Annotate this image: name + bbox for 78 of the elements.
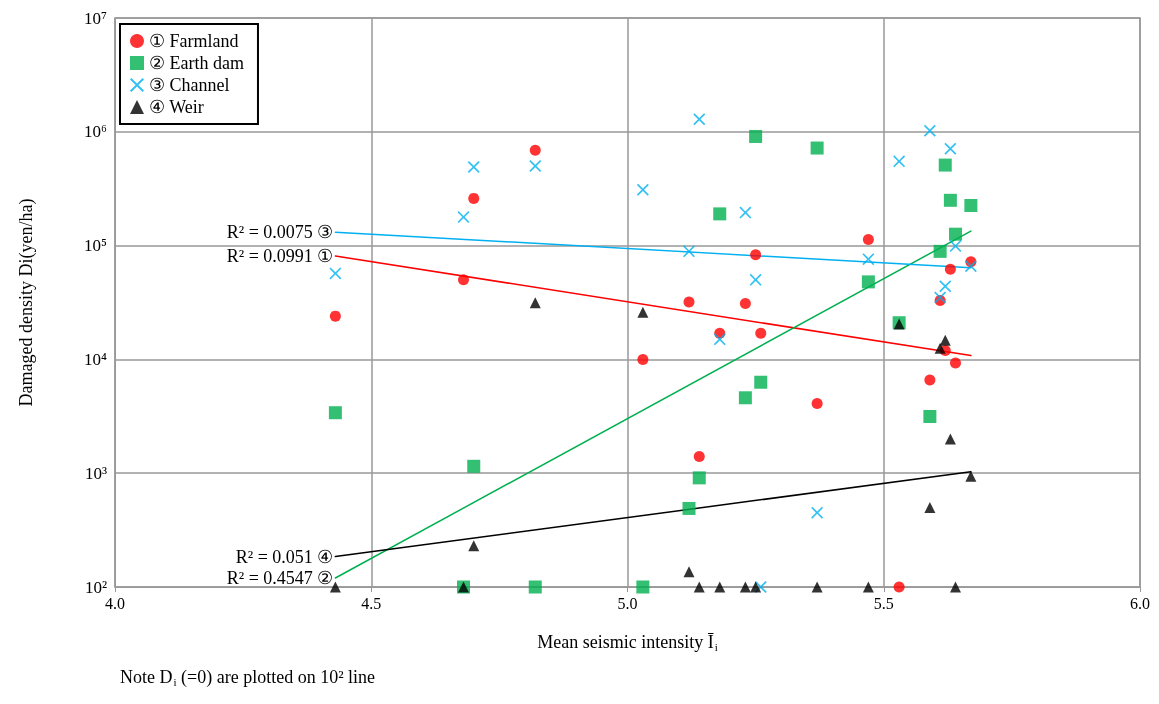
point bbox=[943, 193, 957, 207]
point bbox=[944, 142, 957, 155]
x-tick-label: 4.5 bbox=[361, 594, 382, 612]
point bbox=[714, 581, 726, 593]
point bbox=[924, 501, 936, 513]
legend-label: ④ Weir bbox=[149, 97, 204, 117]
point bbox=[939, 280, 952, 293]
point bbox=[713, 207, 727, 221]
series-label: R² = 0.0991 ① bbox=[226, 246, 334, 267]
point bbox=[944, 263, 956, 275]
point bbox=[861, 275, 875, 289]
point bbox=[329, 267, 342, 280]
point bbox=[811, 581, 823, 593]
y-tick-label: 10⁵ bbox=[84, 236, 108, 256]
x-tick-label: 6.0 bbox=[1130, 594, 1150, 612]
point bbox=[949, 227, 962, 241]
legend-label: ① Farmland bbox=[149, 31, 239, 51]
x-tick-label: 5.0 bbox=[617, 594, 638, 612]
point bbox=[950, 357, 961, 369]
point bbox=[923, 409, 937, 423]
point bbox=[683, 296, 695, 308]
point bbox=[683, 566, 695, 578]
point bbox=[692, 471, 706, 485]
series-label: R² = 0.0075 ③ bbox=[226, 222, 334, 243]
point bbox=[862, 581, 874, 593]
point bbox=[713, 333, 726, 346]
point bbox=[924, 374, 936, 386]
series-label: R² = 0.051 ④ bbox=[235, 546, 334, 567]
point bbox=[528, 580, 542, 594]
point bbox=[755, 327, 767, 339]
point bbox=[964, 199, 978, 213]
point bbox=[739, 297, 751, 309]
point bbox=[682, 501, 696, 515]
y-tick-label: 10⁶ bbox=[84, 122, 108, 142]
point bbox=[964, 260, 977, 273]
point bbox=[329, 310, 341, 322]
y-tick-label: 10³ bbox=[84, 463, 107, 483]
series-label: R² = 0.4547 ② bbox=[226, 567, 334, 588]
point bbox=[938, 158, 952, 172]
point bbox=[693, 113, 706, 126]
point bbox=[637, 306, 649, 318]
point bbox=[810, 141, 824, 155]
point bbox=[754, 375, 768, 389]
point bbox=[739, 206, 752, 219]
point bbox=[950, 581, 961, 593]
legend-label: ② Earth dam bbox=[149, 53, 244, 73]
point bbox=[328, 406, 342, 420]
point bbox=[468, 192, 480, 204]
y-tick-label: 10⁴ bbox=[84, 349, 108, 369]
x-tick-label: 4.0 bbox=[105, 594, 125, 612]
y-tick-label: 10⁷ bbox=[84, 8, 108, 28]
point bbox=[811, 397, 823, 409]
point bbox=[693, 581, 705, 593]
point bbox=[636, 580, 650, 594]
point bbox=[749, 129, 763, 143]
point bbox=[893, 581, 905, 593]
x-tick-label: 5.5 bbox=[873, 594, 894, 612]
point bbox=[637, 353, 649, 365]
point bbox=[739, 581, 751, 593]
point bbox=[529, 144, 541, 156]
point bbox=[693, 451, 705, 463]
point bbox=[934, 342, 946, 354]
point bbox=[933, 244, 947, 258]
point bbox=[923, 124, 936, 137]
point bbox=[939, 334, 951, 346]
point bbox=[467, 459, 481, 473]
point bbox=[529, 297, 541, 309]
point bbox=[862, 234, 874, 246]
legend-label: ③ Channel bbox=[149, 75, 230, 95]
point bbox=[458, 274, 469, 286]
point bbox=[750, 581, 762, 593]
point bbox=[965, 470, 977, 482]
point bbox=[468, 540, 480, 552]
y-axis-title: Damaged density Di(yen/ha) bbox=[16, 198, 37, 407]
point bbox=[944, 433, 956, 445]
y-tick-label: 10² bbox=[84, 577, 107, 597]
point bbox=[738, 391, 752, 405]
point bbox=[750, 249, 762, 261]
